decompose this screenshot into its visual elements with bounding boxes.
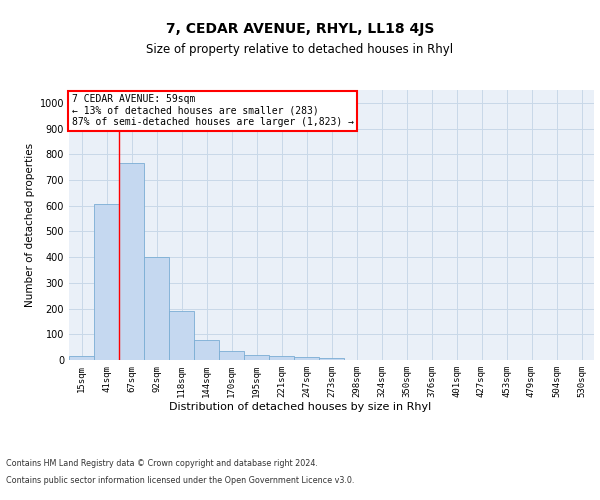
Bar <box>319 358 344 360</box>
Text: 7 CEDAR AVENUE: 59sqm
← 13% of detached houses are smaller (283)
87% of semi-det: 7 CEDAR AVENUE: 59sqm ← 13% of detached … <box>71 94 353 127</box>
Bar <box>169 311 194 360</box>
Text: Contains public sector information licensed under the Open Government Licence v3: Contains public sector information licen… <box>6 476 355 485</box>
Bar <box>94 204 119 360</box>
Bar <box>194 340 219 360</box>
Text: Distribution of detached houses by size in Rhyl: Distribution of detached houses by size … <box>169 402 431 412</box>
Text: Size of property relative to detached houses in Rhyl: Size of property relative to detached ho… <box>146 42 454 56</box>
Bar <box>294 357 319 360</box>
Text: Contains HM Land Registry data © Crown copyright and database right 2024.: Contains HM Land Registry data © Crown c… <box>6 458 318 468</box>
Bar <box>69 356 94 360</box>
Text: 7, CEDAR AVENUE, RHYL, LL18 4JS: 7, CEDAR AVENUE, RHYL, LL18 4JS <box>166 22 434 36</box>
Bar <box>119 164 144 360</box>
Y-axis label: Number of detached properties: Number of detached properties <box>25 143 35 307</box>
Bar <box>244 355 269 360</box>
Bar <box>144 257 169 360</box>
Bar <box>219 351 244 360</box>
Bar <box>269 356 294 360</box>
